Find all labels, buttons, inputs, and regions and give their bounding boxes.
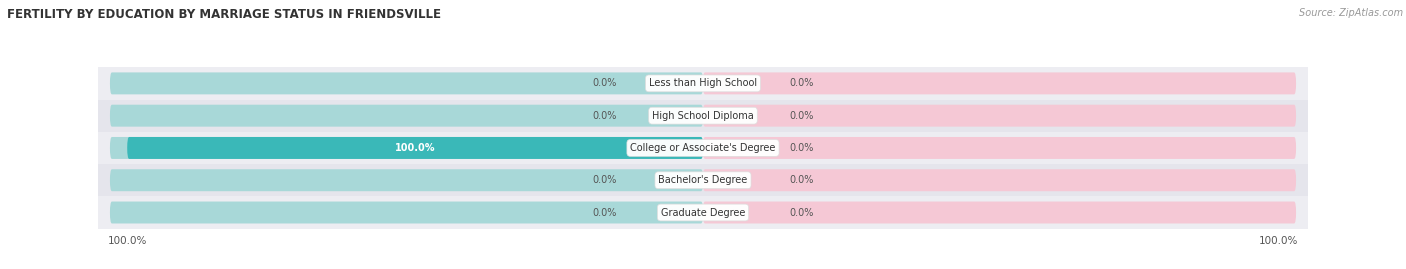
Text: 0.0%: 0.0% [789,111,814,121]
FancyBboxPatch shape [703,137,1296,159]
FancyBboxPatch shape [703,201,1296,224]
Text: High School Diploma: High School Diploma [652,111,754,121]
FancyBboxPatch shape [98,164,1308,196]
FancyBboxPatch shape [110,169,703,191]
Text: 0.0%: 0.0% [789,175,814,185]
Text: Graduate Degree: Graduate Degree [661,207,745,218]
Text: Source: ZipAtlas.com: Source: ZipAtlas.com [1299,8,1403,18]
FancyBboxPatch shape [110,72,703,94]
Text: Less than High School: Less than High School [650,78,756,89]
FancyBboxPatch shape [127,137,703,159]
Text: 0.0%: 0.0% [592,78,617,89]
Text: FERTILITY BY EDUCATION BY MARRIAGE STATUS IN FRIENDSVILLE: FERTILITY BY EDUCATION BY MARRIAGE STATU… [7,8,441,21]
FancyBboxPatch shape [98,132,1308,164]
FancyBboxPatch shape [98,67,1308,100]
FancyBboxPatch shape [110,137,703,159]
FancyBboxPatch shape [110,201,703,224]
FancyBboxPatch shape [110,105,703,127]
Text: College or Associate's Degree: College or Associate's Degree [630,143,776,153]
Text: Bachelor's Degree: Bachelor's Degree [658,175,748,185]
FancyBboxPatch shape [703,105,1296,127]
Text: 0.0%: 0.0% [789,207,814,218]
FancyBboxPatch shape [98,196,1308,229]
FancyBboxPatch shape [703,72,1296,94]
Text: 0.0%: 0.0% [789,143,814,153]
FancyBboxPatch shape [98,100,1308,132]
Text: 100.0%: 100.0% [395,143,436,153]
Text: 0.0%: 0.0% [789,78,814,89]
FancyBboxPatch shape [703,169,1296,191]
Text: 0.0%: 0.0% [592,207,617,218]
Text: 0.0%: 0.0% [592,111,617,121]
Text: 0.0%: 0.0% [592,175,617,185]
